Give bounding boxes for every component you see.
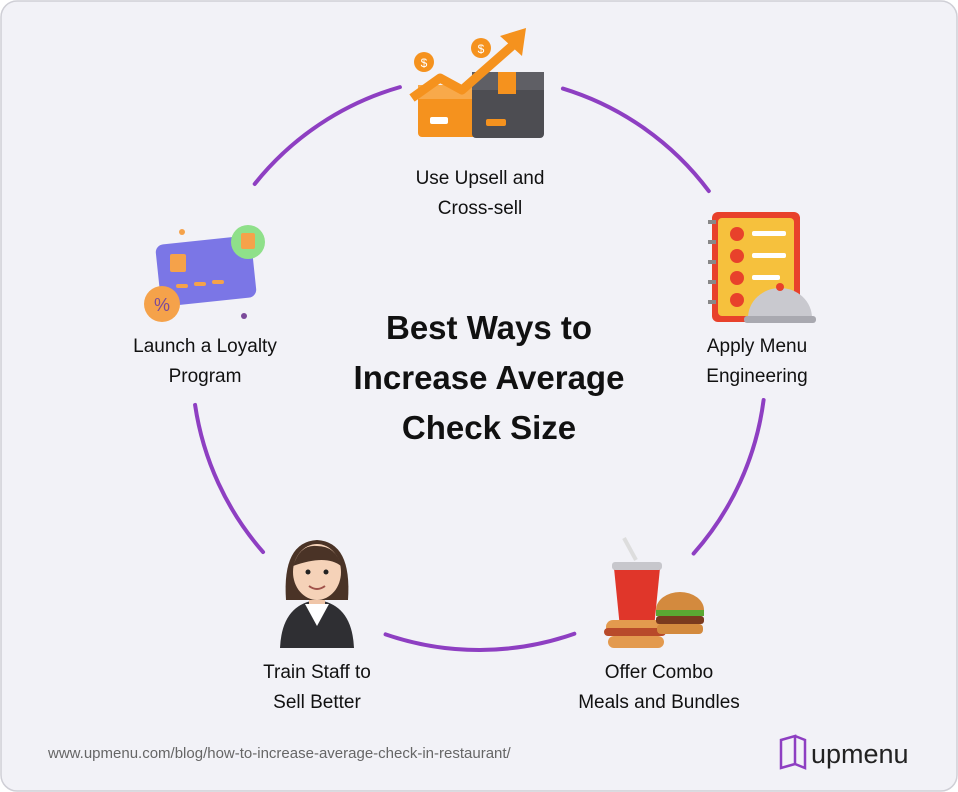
node-label: Use Upsell and xyxy=(416,168,545,189)
node-label: Engineering xyxy=(706,366,807,387)
source-url: www.upmenu.com/blog/how-to-increase-aver… xyxy=(47,745,512,762)
menu-icon xyxy=(708,212,816,323)
combo-icon xyxy=(604,537,704,648)
brand-name: upmenu xyxy=(811,739,909,769)
node-label: Program xyxy=(169,366,242,387)
svg-text:$: $ xyxy=(421,56,428,70)
brand-logo xyxy=(779,734,807,770)
node-label: Apply Menu xyxy=(707,336,807,357)
staff-icon xyxy=(280,540,354,648)
node-label: Launch a Loyalty xyxy=(133,336,277,357)
ring-arc xyxy=(383,631,577,652)
svg-text:%: % xyxy=(154,295,170,315)
ring-arc xyxy=(691,397,766,556)
node-label: Sell Better xyxy=(273,692,361,713)
node-label: Cross-sell xyxy=(438,198,522,219)
node-label: Meals and Bundles xyxy=(578,692,740,713)
upsell-icon: $ $ xyxy=(409,28,544,138)
title: Check Size xyxy=(402,409,576,446)
title: Best Ways to xyxy=(386,309,592,346)
ring-arc xyxy=(560,86,711,194)
ring-arc xyxy=(252,85,402,186)
loyalty-icon: % xyxy=(144,225,265,322)
node-label: Offer Combo xyxy=(605,662,713,683)
labels: Use Upsell and Cross-sell Apply Menu Engine… xyxy=(47,168,909,769)
svg-text:$: $ xyxy=(478,42,485,56)
ring-arc xyxy=(193,402,266,555)
cycle-ring xyxy=(193,85,766,652)
node-label: Train Staff to xyxy=(263,662,371,683)
title: Increase Average xyxy=(354,359,625,396)
